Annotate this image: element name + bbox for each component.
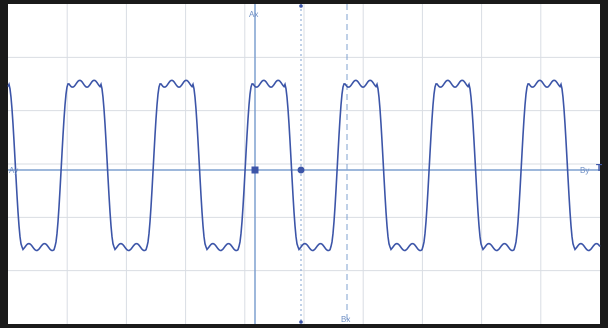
cursor-a-label: Ax	[249, 10, 258, 19]
right-axis-label: By	[580, 166, 589, 175]
cursor-marker[interactable]	[297, 166, 305, 174]
cursor-bottom-pip[interactable]	[299, 320, 303, 324]
cursor-top-pip[interactable]	[299, 4, 303, 8]
signal-trace	[7, 79, 601, 252]
trigger-marker[interactable]: T	[596, 163, 602, 174]
cursor-b-label: Bx	[341, 315, 350, 324]
left-axis-label: Ay	[9, 166, 18, 175]
grid	[8, 4, 600, 324]
origin-marker[interactable]	[251, 166, 259, 174]
